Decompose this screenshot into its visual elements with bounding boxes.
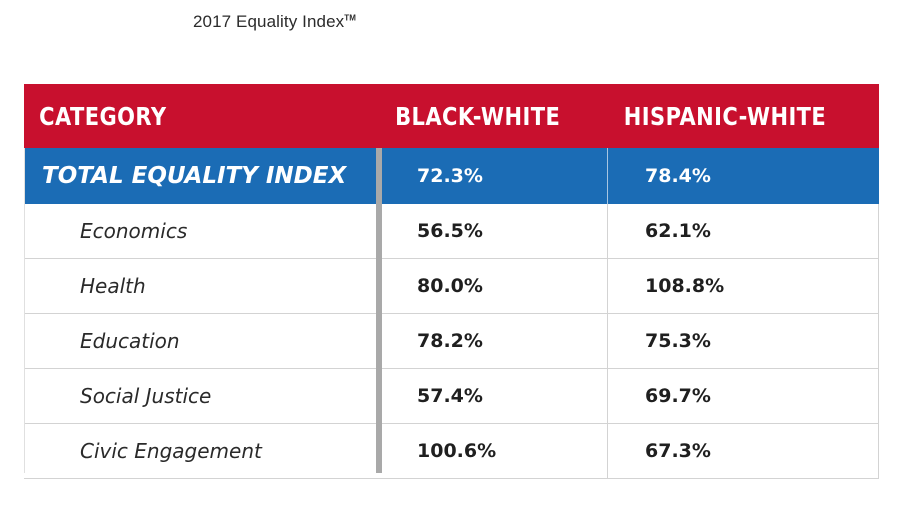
column-divider [376,148,382,473]
table-left-edge [24,148,25,473]
table-row: Social Justice 57.4% 69.7% [24,369,879,424]
row-black-white: 57.4% [417,385,483,407]
header-black-white: BLACK-WHITE [395,101,561,131]
row-category: Social Justice [80,384,212,408]
row-hispanic-white: 75.3% [607,314,879,368]
title-text: 2017 Equality Index [193,12,345,31]
table-row: Civic Engagement 100.6% 67.3% [24,424,879,479]
row-hispanic-white: 69.7% [607,369,879,423]
total-black-white: 72.3% [417,165,483,187]
total-hispanic-white: 78.4% [607,148,879,204]
header-category: CATEGORY [39,101,167,131]
row-category: Health [80,274,146,298]
header-hispanic-white: HISPANIC-WHITE [623,101,827,131]
row-black-white: 56.5% [417,220,483,242]
equality-index-table: CATEGORY BLACK-WHITE HISPANIC-WHITE TOTA… [24,84,879,479]
row-black-white: 80.0% [417,275,483,297]
row-hispanic-white: 108.8% [607,259,879,313]
row-hispanic-white: 67.3% [607,424,879,478]
total-label: TOTAL EQUALITY INDEX [42,163,347,189]
row-category: Civic Engagement [80,439,262,463]
row-black-white: 100.6% [417,440,497,462]
table-row: Economics 56.5% 62.1% [24,204,879,259]
table-header-row: CATEGORY BLACK-WHITE HISPANIC-WHITE [24,84,879,148]
row-category: Education [80,329,180,353]
row-hispanic-white: 62.1% [607,204,879,258]
page-title: 2017 Equality IndexTM [193,12,356,32]
table-row: Education 78.2% 75.3% [24,314,879,369]
row-category: Economics [80,219,188,243]
total-row: TOTAL EQUALITY INDEX 72.3% 78.4% [24,148,879,204]
trademark-mark: TM [344,13,356,23]
table-row: Health 80.0% 108.8% [24,259,879,314]
row-black-white: 78.2% [417,330,483,352]
